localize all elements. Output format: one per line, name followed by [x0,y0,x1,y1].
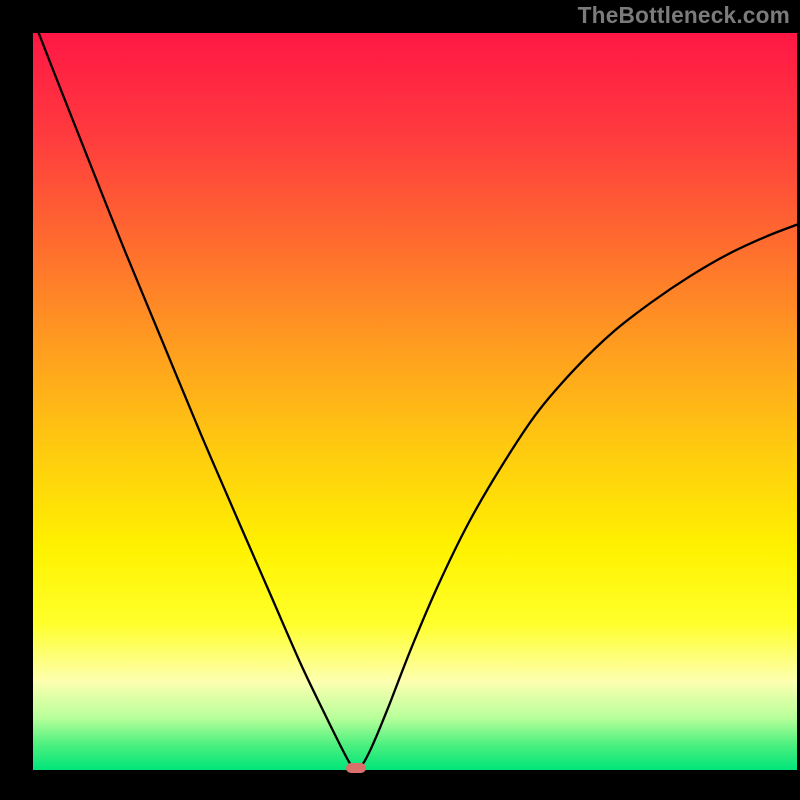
optimum-marker [346,763,366,773]
plot-area [33,33,797,770]
chart-container: TheBottleneck.com [0,0,800,800]
plot-svg [33,33,797,770]
watermark-text: TheBottleneck.com [578,2,790,29]
gradient-background [33,33,797,770]
